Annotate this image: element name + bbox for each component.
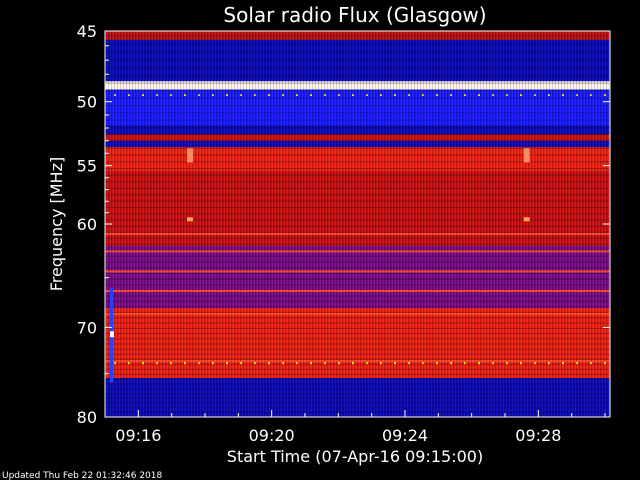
y-tick-label: 80: [77, 408, 97, 427]
x-tick-label: 09:20: [249, 426, 295, 445]
y-tick-label: 60: [77, 215, 97, 234]
burst-marker: [187, 148, 193, 163]
y-axis-label: Frequency [MHz]: [47, 157, 66, 291]
y-tick-label: 70: [77, 318, 97, 337]
plot-area: [105, 31, 610, 418]
y-tick-label: 50: [77, 93, 97, 112]
y-axis: 45 50 55 60 70 80: [77, 22, 610, 427]
x-tick-label: 09:28: [515, 426, 561, 445]
x-axis: 09:16 09:20 09:24 09:28: [104, 410, 606, 445]
chart-title: Solar radio Flux (Glasgow): [223, 3, 486, 27]
y-tick-label: 45: [77, 22, 97, 41]
x-tick-label: 09:24: [382, 426, 428, 445]
x-tick-label: 09:16: [115, 426, 161, 445]
edge-artifact: [110, 331, 114, 338]
footer-updated: Updated Thu Feb 22 01:32:46 2018: [2, 471, 163, 480]
burst-marker: [523, 148, 530, 163]
burst-marker: [187, 217, 193, 222]
y-tick-label: 55: [77, 157, 97, 176]
x-axis-label: Start Time (07-Apr-16 09:15:00): [227, 447, 483, 466]
time-texture: [105, 31, 610, 417]
burst-marker: [523, 217, 530, 222]
